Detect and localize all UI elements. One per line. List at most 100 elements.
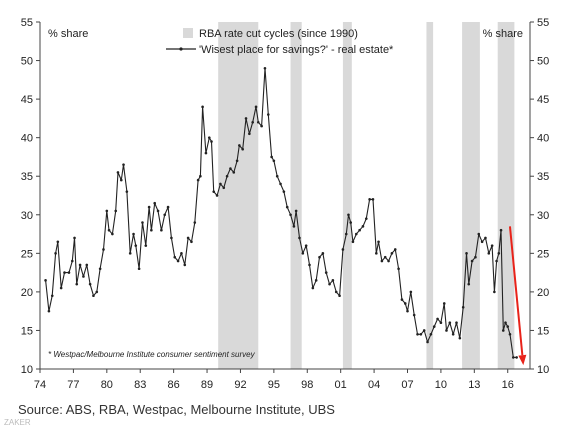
series-point-0-140 (487, 252, 491, 255)
series-point-0-22 (114, 209, 118, 213)
series-point-0-99 (354, 232, 358, 236)
series-point-0-21 (111, 232, 114, 236)
series-point-0-116 (409, 290, 413, 294)
series-point-0-82 (301, 252, 305, 255)
y-tick-label-right: 25 (537, 248, 549, 260)
series-point-0-122 (429, 333, 433, 336)
series-point-0-67 (254, 105, 258, 109)
series-point-0-114 (403, 302, 407, 305)
series-point-0-0 (44, 279, 47, 282)
series-point-0-13 (85, 263, 89, 267)
y-tick-label-right: 55 (537, 17, 549, 29)
series-point-0-133 (465, 252, 468, 255)
rate-cut-band-3 (426, 22, 434, 369)
series-point-0-23 (116, 171, 120, 174)
series-point-0-38 (163, 213, 167, 217)
rate-cut-band-2 (342, 22, 352, 369)
series-point-0-149 (508, 333, 512, 336)
series-point-0-132 (461, 306, 465, 309)
series-point-0-88 (321, 252, 325, 255)
series-point-0-147 (504, 321, 507, 325)
series-point-0-139 (484, 236, 487, 240)
left-axis-label: % share (48, 28, 88, 40)
series-point-0-11 (78, 263, 82, 267)
series-point-0-26 (125, 190, 129, 193)
series-point-0-144 (497, 252, 501, 255)
series-point-0-18 (102, 248, 105, 251)
x-tick-label: 01 (335, 379, 347, 391)
series-point-0-45 (186, 236, 190, 240)
chart: 10 10 15 15 20 20 25 25 30 30 35 35 40 40 45 45 50 50 55 55… (20, 17, 550, 391)
series-point-0-86 (314, 279, 318, 282)
series-point-0-53 (210, 140, 213, 143)
series-point-0-112 (397, 267, 400, 271)
series-point-0-110 (390, 252, 394, 255)
series-point-0-148 (506, 325, 510, 328)
series-point-0-138 (480, 240, 484, 244)
legend-swatch-marker (179, 47, 183, 51)
series-point-0-75 (279, 182, 282, 186)
series-point-0-30 (137, 267, 141, 271)
legend-label-series: 'Wisest place for savings?' - real estat… (199, 44, 394, 56)
series-point-0-49 (199, 174, 202, 178)
series-point-0-125 (439, 321, 443, 325)
watermark: ZAKER (4, 418, 31, 427)
series-point-0-34 (150, 228, 153, 232)
rate-cut-band-1 (290, 22, 302, 369)
y-tick-label-left: 55 (21, 17, 33, 29)
series-point-0-27 (128, 252, 132, 255)
series-point-0-52 (207, 136, 211, 139)
right-axis-label: % share (483, 28, 523, 40)
series-point-0-143 (495, 259, 498, 263)
series-point-0-16 (95, 290, 99, 294)
series-point-0-98 (351, 240, 355, 244)
series-point-0-80 (294, 209, 298, 213)
series-point-0-95 (344, 232, 348, 236)
series-point-0-54 (212, 190, 216, 193)
series-point-0-87 (318, 255, 321, 259)
series-point-0-68 (256, 120, 260, 124)
series-point-0-96 (347, 213, 350, 217)
series-point-0-108 (383, 255, 387, 259)
series-point-0-55 (215, 194, 219, 197)
trend-arrow-head (518, 354, 527, 366)
series-point-0-120 (422, 329, 426, 332)
rate-cut-band-4 (462, 22, 480, 369)
x-tick-label: 95 (268, 379, 280, 391)
series-point-0-151 (515, 356, 518, 359)
series-point-0-36 (156, 209, 160, 213)
series-point-0-91 (331, 279, 335, 282)
x-tick-label: 77 (67, 379, 79, 391)
series-point-0-65 (248, 132, 251, 136)
series-point-0-42 (176, 259, 180, 263)
series-point-0-121 (426, 340, 429, 344)
series-point-0-76 (282, 190, 286, 193)
series-point-0-137 (477, 232, 481, 236)
series-point-0-129 (451, 333, 455, 336)
series-point-0-25 (122, 163, 125, 166)
series-point-0-39 (166, 205, 170, 209)
x-tick-label: 83 (134, 379, 146, 391)
y-tick-label-left: 30 (21, 210, 33, 222)
x-tick-label: 16 (502, 379, 514, 391)
series-point-0-100 (358, 228, 361, 232)
series-point-0-79 (292, 225, 296, 228)
series-point-0-59 (229, 167, 232, 170)
series-point-0-64 (244, 117, 248, 120)
series-point-0-24 (119, 178, 123, 182)
series-point-0-33 (147, 205, 151, 209)
series-point-0-135 (470, 259, 474, 263)
x-tick-label: 10 (435, 379, 447, 391)
series-point-0-85 (311, 286, 315, 290)
y-tick-label-right: 15 (537, 325, 549, 337)
series-point-0-123 (432, 325, 436, 328)
series-point-0-104 (371, 198, 375, 201)
x-tick-label: 13 (468, 379, 480, 391)
footnote: * Westpac/Melbourne Institute consumer s… (48, 350, 256, 359)
y-tick-label-left: 25 (21, 248, 33, 260)
y-tick-label-left: 50 (21, 56, 33, 68)
series-point-0-29 (134, 244, 138, 247)
series-point-0-130 (455, 321, 458, 325)
series-point-0-113 (400, 298, 404, 301)
series-point-0-58 (225, 174, 229, 178)
